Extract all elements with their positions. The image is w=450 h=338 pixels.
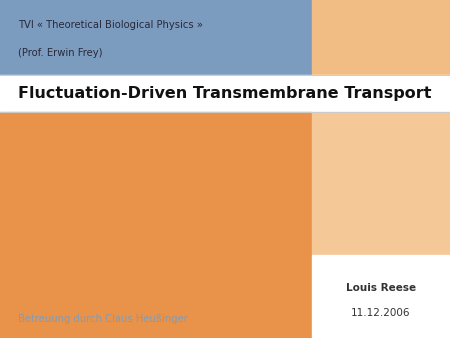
Text: Louis Reese: Louis Reese xyxy=(346,283,416,293)
Text: (Prof. Erwin Frey): (Prof. Erwin Frey) xyxy=(18,48,103,57)
Bar xyxy=(312,0,450,75)
Bar xyxy=(312,255,450,338)
Text: Fluctuation-Driven Transmembrane Transport: Fluctuation-Driven Transmembrane Transpo… xyxy=(18,86,432,101)
Text: 11.12.2006: 11.12.2006 xyxy=(351,308,411,318)
Text: Betreuung durch Claus Heußinger: Betreuung durch Claus Heußinger xyxy=(18,314,188,324)
Bar xyxy=(0,112,312,338)
Bar xyxy=(0,75,450,112)
Bar xyxy=(312,112,450,255)
Bar xyxy=(0,0,312,75)
Text: TVI « Theoretical Biological Physics »: TVI « Theoretical Biological Physics » xyxy=(18,20,203,30)
